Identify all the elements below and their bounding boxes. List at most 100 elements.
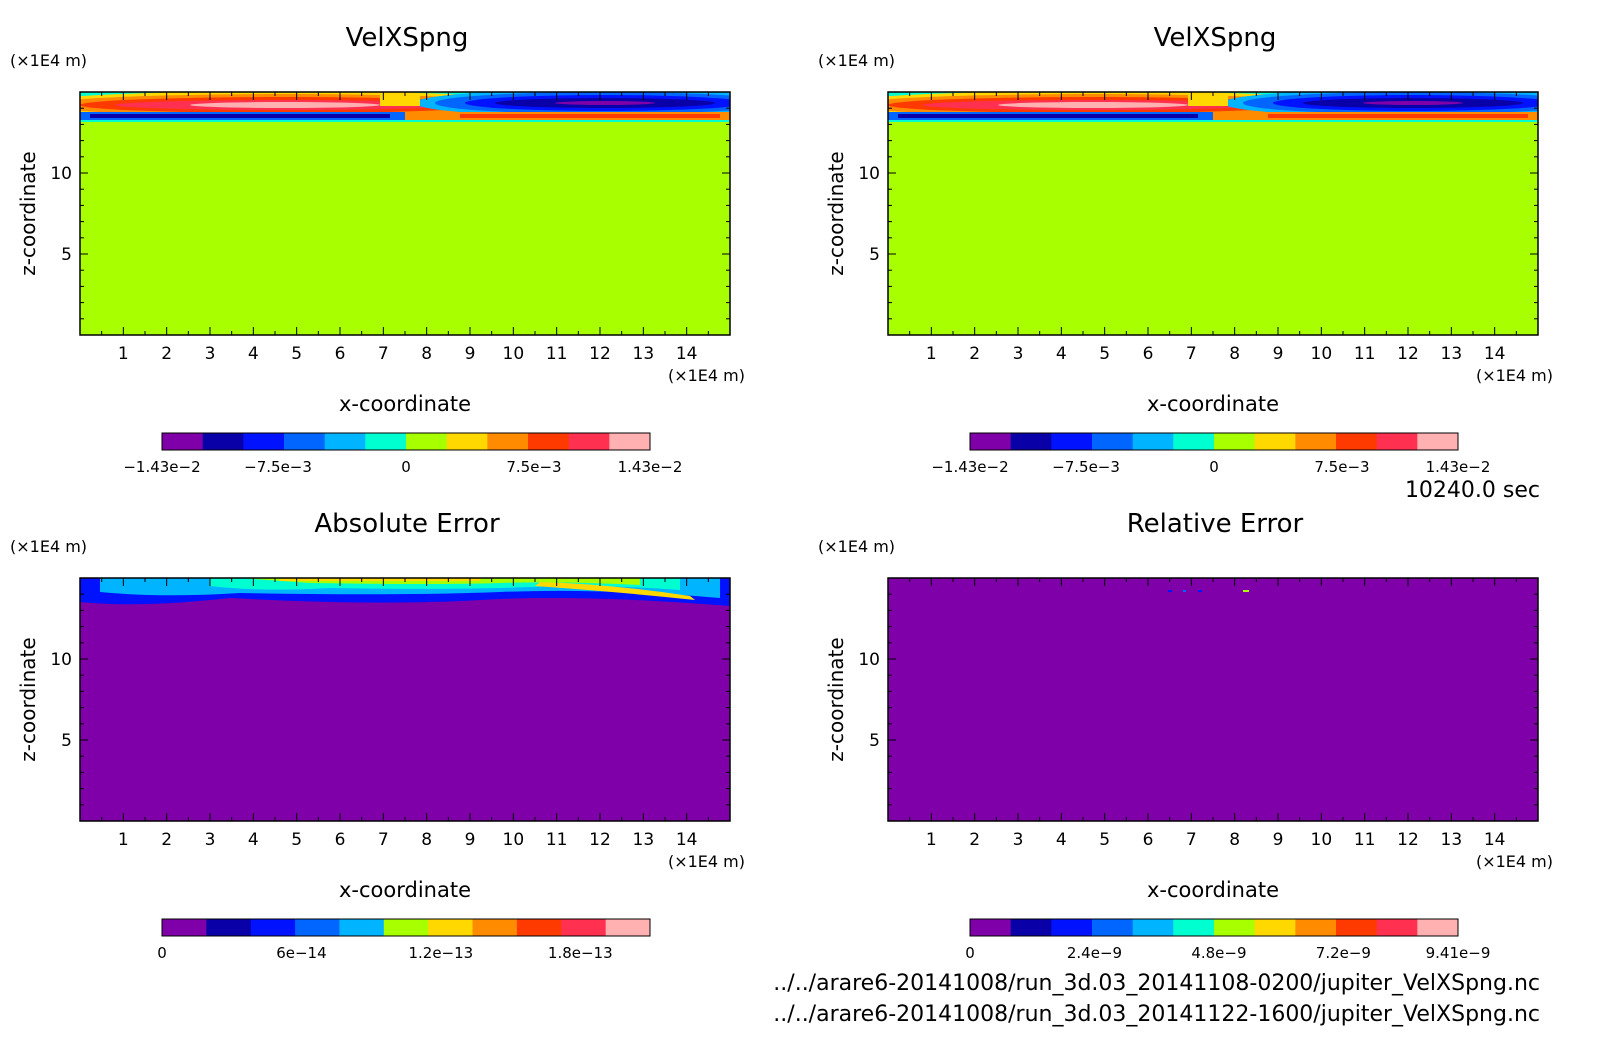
x-tick-label: 7: [378, 344, 389, 364]
x-tick-label: 14: [676, 344, 698, 364]
x-tick-label: 1: [118, 830, 129, 850]
x-tick-label: 12: [1397, 830, 1419, 850]
x-axis: 1 2 3 4 5 6 7 8 9 10 11 12 13 14(×1E4 m)x-coordinate: [101, 92, 745, 416]
x-tick-label: 12: [589, 344, 611, 364]
colorbar-swatch: [1214, 919, 1256, 936]
heatmap-field: [80, 92, 730, 335]
colorbar-label: 1.8e−13: [548, 944, 613, 962]
colorbar-swatch: [162, 919, 207, 936]
x-unit-label: (×1E4 m): [668, 366, 745, 385]
colorbar-swatch: [528, 433, 570, 450]
x-tick-label: 9: [1273, 830, 1284, 850]
colorbar-swatch: [202, 433, 244, 450]
x-unit-label: (×1E4 m): [668, 852, 745, 871]
contour-positive: [460, 114, 720, 118]
colorbar-label: −1.43e−2: [123, 458, 200, 476]
colorbar-label: 7.5e−3: [506, 458, 561, 476]
x-axis-label: x-coordinate: [339, 878, 471, 902]
colorbar-label: 4.8e−9: [1191, 944, 1246, 962]
x-tick-label: 8: [1229, 344, 1240, 364]
colorbar-frame: [969, 432, 1459, 451]
colorbar-swatch: [1254, 919, 1296, 936]
colorbar: 0 2.4e−9 4.8e−9 7.2e−9 9.41e−9: [965, 918, 1491, 962]
x-tick-label: 4: [1056, 344, 1067, 364]
y-unit-label: (×1E4 m): [10, 537, 87, 556]
colorbar-swatch: [568, 433, 610, 450]
x-tick-label: 7: [1186, 344, 1197, 364]
y-axis-label: z-coordinate: [16, 151, 40, 275]
contour-positive: [190, 102, 380, 108]
colorbar-label: −1.43e−2: [931, 458, 1008, 476]
colorbar-label: 0: [965, 944, 975, 962]
x-tick-label: 4: [1056, 830, 1067, 850]
colorbar-swatch: [1417, 433, 1459, 450]
error-speck: [1243, 590, 1249, 592]
colorbar-swatch: [1173, 919, 1215, 936]
x-tick-label: 10: [503, 830, 525, 850]
panel-4: 1 2 3 4 5 6 7 8 9 10 11 12 13 14(×1E4 m)x-coordinate5…: [818, 509, 1553, 962]
x-tick-label: 4: [248, 344, 259, 364]
colorbar-swatch: [1132, 919, 1174, 936]
colorbar-label: 7.5e−3: [1314, 458, 1369, 476]
x-tick-label: 5: [291, 830, 302, 850]
contour-positive: [1268, 114, 1528, 118]
x-axis: 1 2 3 4 5 6 7 8 9 10 11 12 13 14(×1E4 m)x-coordinate: [101, 578, 745, 902]
colorbar-swatch: [295, 919, 340, 936]
file-path-1: ../../arare6-20141008/run_3d.03_20141108…: [773, 971, 1540, 996]
x-tick-label: 4: [248, 830, 259, 850]
colorbar-swatch: [365, 433, 407, 450]
colorbar-swatch: [516, 919, 562, 936]
x-tick-label: 14: [1484, 344, 1506, 364]
x-tick-label: 12: [1397, 344, 1419, 364]
contour-mid: [1188, 94, 1228, 106]
x-tick-label: 3: [205, 830, 216, 850]
y-axis-label: z-coordinate: [824, 637, 848, 761]
colorbar-swatch: [1051, 919, 1093, 936]
colorbar-swatch: [1092, 433, 1134, 450]
colorbar-swatch: [243, 433, 285, 450]
x-tick-label: 5: [1099, 344, 1110, 364]
x-tick-label: 3: [205, 344, 216, 364]
colorbar-frame: [161, 432, 651, 451]
x-tick-label: 3: [1013, 344, 1024, 364]
colorbar-swatch: [428, 919, 474, 936]
colorbar-swatch: [605, 919, 651, 936]
panel-title: VelXSpng: [1154, 23, 1277, 53]
panel-title: Absolute Error: [314, 509, 500, 539]
colorbar-swatch: [487, 433, 529, 450]
colorbar-swatch: [1092, 919, 1134, 936]
x-tick-label: 3: [1013, 830, 1024, 850]
y-axis: 5 10 (×1E4 m) z-coordinate: [818, 537, 1538, 806]
colorbar-swatch: [1051, 433, 1093, 450]
colorbar-swatch: [339, 919, 385, 936]
x-tick-label: 8: [421, 344, 432, 364]
background-zero-level: [80, 578, 730, 821]
x-tick-label: 14: [676, 830, 698, 850]
error-speck: [1168, 590, 1172, 592]
x-axis: 1 2 3 4 5 6 7 8 9 10 11 12 13 14(×1E4 m)x-coordinate: [909, 578, 1553, 902]
x-tick-label: 2: [161, 344, 172, 364]
x-tick-label: 9: [465, 344, 476, 364]
colorbar-swatch: [970, 433, 1012, 450]
colorbar-frame: [161, 918, 651, 937]
colorbar-swatch: [970, 919, 1012, 936]
error-speck: [1198, 590, 1202, 592]
colorbar-label: 9.41e−9: [1426, 944, 1491, 962]
x-tick-label: 7: [378, 830, 389, 850]
x-tick-label: 13: [1441, 344, 1463, 364]
y-tick-label: 5: [869, 245, 880, 265]
x-axis: 1 2 3 4 5 6 7 8 9 10 11 12 13 14(×1E4 m)x-coordinate: [909, 92, 1553, 416]
x-tick-label: 11: [546, 344, 568, 364]
x-tick-label: 1: [118, 344, 129, 364]
panel-2: 1 2 3 4 5 6 7 8 9 10 11 12 13 14(×1E4 m)x-coordinate5…: [818, 23, 1553, 476]
x-tick-label: 11: [1354, 344, 1376, 364]
colorbar-label: −7.5e−3: [1052, 458, 1120, 476]
panel-title: Relative Error: [1127, 509, 1304, 539]
file-path-2: ../../arare6-20141008/run_3d.03_20141122…: [773, 1002, 1540, 1027]
x-tick-label: 11: [1354, 830, 1376, 850]
x-axis-label: x-coordinate: [1147, 878, 1279, 902]
contour-negative: [1363, 101, 1463, 105]
x-tick-label: 1: [926, 344, 937, 364]
colorbar-swatch: [1376, 433, 1418, 450]
colorbar-swatch: [1295, 919, 1337, 936]
